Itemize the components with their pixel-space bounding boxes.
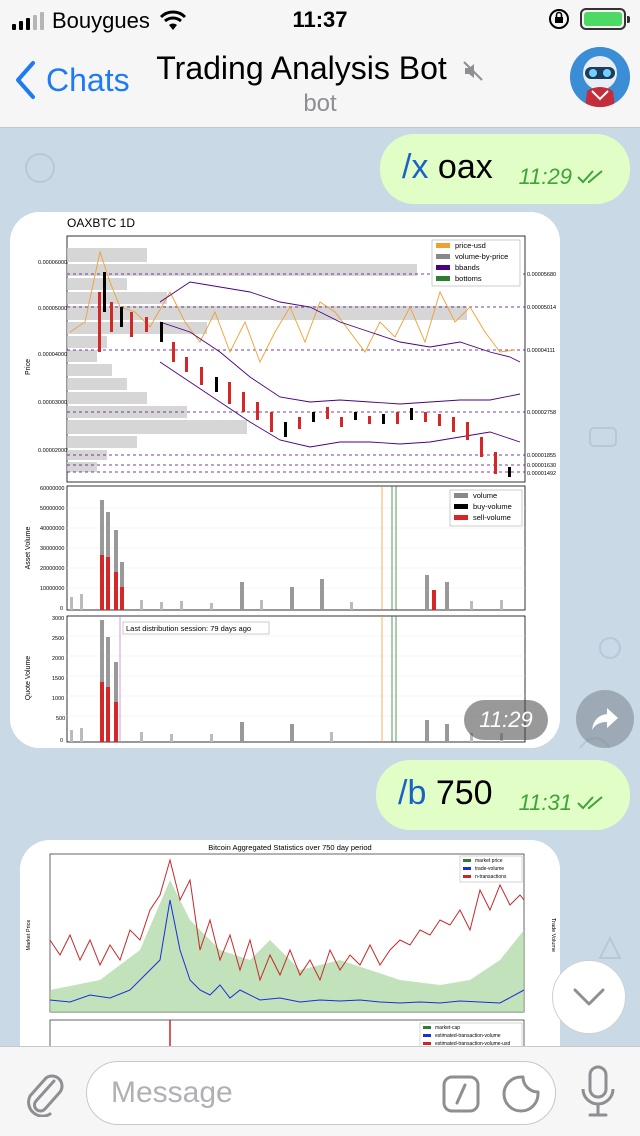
chat-title-text: Trading Analysis Bot bbox=[156, 50, 447, 86]
asset-volume-axis-label: Asset Volume bbox=[25, 526, 32, 569]
scroll-to-bottom-button[interactable] bbox=[552, 960, 626, 1034]
quote-tick: 0 bbox=[60, 738, 63, 744]
quote-tick: 2500 bbox=[52, 636, 64, 642]
status-bar: Bouygues 11:37 bbox=[0, 0, 640, 40]
legend-bbands: bbands bbox=[455, 263, 480, 272]
price-tick: 0.00006000 bbox=[38, 260, 67, 266]
sticker-icon[interactable] bbox=[501, 1074, 541, 1114]
chart-title: OAXBTC 1D bbox=[67, 216, 135, 230]
bot-avatar[interactable] bbox=[570, 47, 630, 107]
share-button[interactable] bbox=[576, 690, 634, 748]
asset-tick: 10000000 bbox=[40, 586, 64, 592]
chat-subtitle: bot bbox=[303, 90, 337, 117]
carrier: Bouygues bbox=[12, 8, 188, 34]
legend-volume-by-price: volume-by-price bbox=[455, 252, 508, 261]
share-arrow-icon bbox=[592, 708, 618, 730]
bot-command[interactable]: /x bbox=[402, 148, 429, 186]
message-text: /x oax bbox=[402, 148, 493, 187]
asset-tick: 40000000 bbox=[40, 526, 64, 532]
distribution-annotation: Last distribution session: 79 days ago bbox=[126, 624, 251, 633]
incoming-chart-message[interactable]: OAXBTC 1D bbox=[10, 212, 560, 748]
message-field[interactable] bbox=[86, 1061, 556, 1125]
chevron-left-icon bbox=[16, 61, 35, 99]
chart-title: Bitcoin Aggregated Statistics over 750 d… bbox=[208, 843, 371, 852]
asset-tick: 0 bbox=[60, 606, 63, 612]
right-price-label: 0.00004111 bbox=[527, 348, 555, 354]
price-axis-label: Price bbox=[25, 359, 32, 375]
legend-buy-volume: buy-volume bbox=[473, 502, 512, 511]
price-tick: 0.00002000 bbox=[38, 448, 67, 454]
legend-price-usd: price-usd bbox=[455, 241, 486, 250]
orientation-lock-icon bbox=[549, 9, 569, 29]
asset-tick: 30000000 bbox=[40, 546, 64, 552]
message-text: /b 750 bbox=[398, 774, 493, 813]
outgoing-message[interactable]: /x oax 11:29 bbox=[380, 134, 630, 204]
legend-sell-volume: sell-volume bbox=[473, 513, 511, 522]
quote-tick: 500 bbox=[56, 716, 65, 722]
right-price-label: 0.00001492 bbox=[527, 471, 556, 477]
legend-trade-volume: trade-volume bbox=[475, 866, 504, 872]
price-tick: 0.00004000 bbox=[38, 352, 67, 358]
quote-tick: 3000 bbox=[52, 616, 64, 622]
signal-icon bbox=[12, 12, 44, 30]
bitcoin-stats-chart-image[interactable]: Bitcoin Aggregated Statistics over 750 d… bbox=[20, 840, 560, 1046]
quote-tick: 2000 bbox=[52, 656, 64, 662]
chevron-down-icon bbox=[573, 988, 605, 1006]
asset-tick: 20000000 bbox=[40, 566, 64, 572]
right-price-label: 0.00001855 bbox=[527, 453, 556, 459]
image-time-pill: 11:29 bbox=[464, 700, 548, 740]
robot-avatar-icon bbox=[570, 47, 630, 107]
incoming-chart-message[interactable]: Bitcoin Aggregated Statistics over 750 d… bbox=[20, 840, 560, 1046]
message-list[interactable]: /x oax 11:29 OAXBTC 1D bbox=[0, 128, 640, 1046]
price-tick: 0.00003000 bbox=[38, 400, 67, 406]
message-input-bar bbox=[0, 1046, 640, 1136]
chat-title[interactable]: Trading Analysis Bot bbox=[0, 50, 640, 87]
muted-icon bbox=[462, 60, 483, 81]
oaxbtc-chart-image[interactable]: OAXBTC 1D bbox=[10, 212, 560, 748]
message-body: oax bbox=[437, 148, 493, 186]
message-time: 11:31 bbox=[518, 790, 572, 815]
battery-icon bbox=[580, 8, 630, 30]
message-meta: 11:31 bbox=[519, 790, 606, 816]
carrier-name: Bouygues bbox=[52, 8, 150, 33]
quote-tick: 1500 bbox=[52, 676, 64, 682]
microphone-icon[interactable] bbox=[578, 1065, 618, 1121]
double-check-icon bbox=[577, 170, 603, 184]
bot-commands-icon[interactable] bbox=[441, 1074, 481, 1114]
legend-estimated-transaction-volume: estimated-transaction-volume bbox=[435, 1033, 501, 1039]
legend-estimated-transaction-volume-usd: estimated-transaction-volume-usd bbox=[435, 1041, 511, 1046]
message-body: 750 bbox=[435, 774, 493, 812]
back-label: Chats bbox=[46, 61, 130, 98]
right-price-label: 0.00005680 bbox=[527, 272, 556, 278]
quote-tick: 1000 bbox=[52, 696, 64, 702]
outgoing-message[interactable]: /b 750 11:31 bbox=[376, 760, 630, 830]
message-meta: 11:29 bbox=[519, 164, 606, 190]
right-price-label: 0.00005014 bbox=[527, 305, 556, 311]
quote-volume-axis-label: Quote Volume bbox=[25, 656, 32, 700]
price-tick: 0.00005000 bbox=[38, 306, 67, 312]
asset-tick: 60000000 bbox=[40, 486, 64, 492]
legend-n-transactions: n-transactions bbox=[475, 874, 507, 880]
paperclip-icon[interactable] bbox=[20, 1067, 66, 1117]
legend-volume: volume bbox=[473, 491, 497, 500]
asset-tick: 50000000 bbox=[40, 506, 64, 512]
message-input[interactable] bbox=[111, 1076, 431, 1110]
legend-market-cap: market-cap bbox=[435, 1025, 460, 1031]
bot-command[interactable]: /b bbox=[398, 774, 427, 812]
right-price-label: 0.00002758 bbox=[527, 410, 556, 416]
message-time: 11:29 bbox=[518, 164, 572, 189]
market-price-axis-label: Market Price bbox=[26, 920, 32, 951]
legend-market-price: market price bbox=[475, 858, 503, 864]
nav-bar: Chats Trading Analysis Bot bot bbox=[0, 40, 640, 128]
right-price-label: 0.00001630 bbox=[527, 463, 556, 469]
back-button[interactable]: Chats bbox=[14, 60, 130, 100]
trade-volume-axis-label: Trade Volume bbox=[550, 918, 556, 952]
wifi-icon bbox=[159, 10, 186, 30]
legend-bottoms: bottoms bbox=[455, 274, 482, 283]
double-check-icon bbox=[577, 796, 603, 810]
status-time: 11:37 bbox=[292, 7, 348, 32]
